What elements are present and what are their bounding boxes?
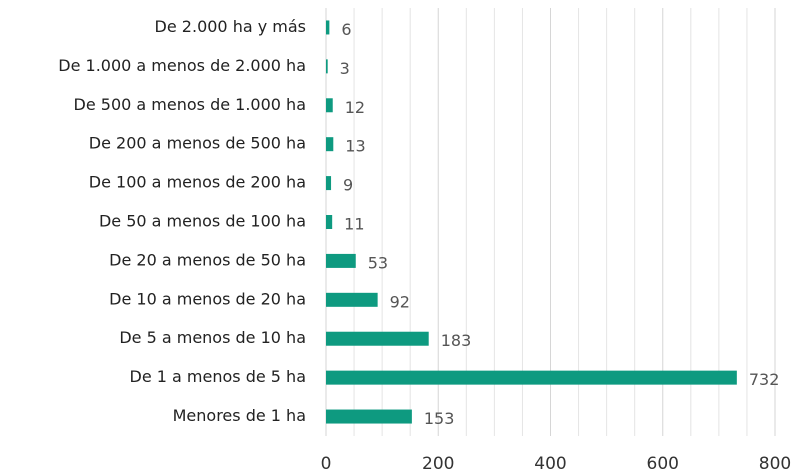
value-label: 11 — [344, 215, 364, 234]
y-tick-label: De 5 a menos de 10 ha — [119, 328, 306, 347]
bar — [326, 20, 330, 35]
bar — [326, 292, 378, 307]
y-tick-label: De 100 a menos de 200 ha — [89, 173, 306, 192]
value-label: 6 — [341, 20, 351, 39]
y-tick-label: De 10 a menos de 20 ha — [109, 289, 306, 308]
x-tick-label: 200 — [422, 454, 454, 474]
y-tick-label: De 50 a menos de 100 ha — [99, 212, 306, 231]
y-tick-label: De 20 a menos de 50 ha — [109, 250, 306, 269]
x-tick-label: 800 — [759, 454, 791, 474]
x-tick-label: 400 — [534, 454, 566, 474]
value-label: 3 — [340, 59, 350, 78]
bar — [326, 215, 333, 229]
value-label: 732 — [749, 370, 780, 389]
value-label: 12 — [345, 98, 365, 117]
value-label: 9 — [343, 176, 353, 195]
bar — [326, 370, 737, 385]
y-tick-label: De 200 a menos de 500 ha — [89, 134, 306, 153]
value-label: 53 — [368, 253, 388, 272]
x-tick-label: 600 — [647, 454, 679, 474]
y-tick-label: De 1.000 a menos de 2.000 ha — [58, 56, 306, 75]
bar — [326, 409, 412, 424]
y-tick-label: Menores de 1 ha — [173, 406, 306, 425]
bar — [326, 176, 332, 191]
bar — [326, 253, 356, 268]
bar — [326, 137, 334, 152]
bar — [326, 331, 429, 346]
x-tick-label: 0 — [321, 454, 332, 474]
bar — [326, 59, 328, 74]
value-label: 92 — [390, 292, 410, 311]
y-tick-label: De 2.000 ha y más — [155, 17, 306, 36]
y-tick-label: De 500 a menos de 1.000 ha — [74, 95, 306, 114]
y-tick-label: De 1 a menos de 5 ha — [130, 367, 306, 386]
value-label: 153 — [424, 409, 455, 428]
value-label: 13 — [345, 137, 365, 156]
value-label: 183 — [441, 331, 472, 350]
bar — [326, 98, 333, 113]
